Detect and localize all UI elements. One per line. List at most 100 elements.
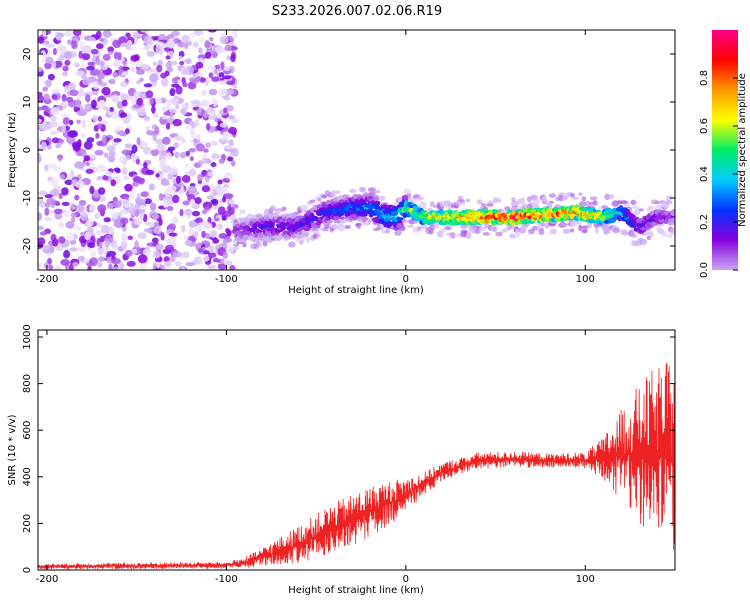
heatmap-halo-cell [480, 203, 487, 207]
heatmap-halo-cell [654, 204, 662, 211]
heatmap-noise-cell [101, 89, 110, 94]
heatmap-noise-cell [75, 181, 85, 188]
heatmap-noise-cell [167, 40, 176, 49]
colorbar: 0.0 0.2 0.4 0.6 0.8 Normalized spectral ampl… [699, 30, 748, 278]
snr-y-tick-label: 800 [22, 374, 33, 393]
heatmap-halo-cell [492, 197, 499, 204]
heatmap-halo-cell [486, 200, 495, 205]
heatmap-noise-cell [113, 59, 121, 68]
heatmap-signal-cell [333, 219, 341, 224]
heatmap-noise-cell [153, 113, 159, 119]
heatmap-noise-cell [131, 144, 138, 154]
heatmap-halo-cell [434, 221, 440, 228]
heatmap-noise-cell [202, 255, 210, 262]
heatmap-signal-cell [374, 201, 381, 205]
heatmap-noise-cell [93, 212, 101, 220]
colorbar-tick-label: 0.6 [699, 118, 710, 134]
spectrogram-y-tick-label: 0 [22, 147, 33, 153]
heatmap-noise-cell [208, 245, 214, 254]
spectrogram-x-tick-label: 0 [403, 274, 409, 285]
heatmap-noise-cell [121, 71, 129, 77]
heatmap-halo-cell [578, 201, 587, 207]
spectrogram-y-tick-label: 20 [22, 48, 33, 61]
heatmap-halo-cell [321, 194, 328, 199]
heatmap-halo-cell [306, 236, 310, 244]
heatmap-noise-cell [175, 261, 183, 267]
heatmap-noise-cell [102, 53, 111, 61]
heatmap-noise-cell [101, 224, 110, 234]
heatmap-noise-cell [219, 139, 229, 144]
heatmap-halo-cell [479, 226, 487, 232]
heatmap-noise-cell [179, 60, 185, 66]
heatmap-noise-cell [130, 55, 139, 62]
heatmap-halo-cell [509, 233, 516, 239]
heatmap-halo-cell [544, 222, 550, 229]
heatmap-noise-cell [97, 116, 103, 122]
heatmap-noise-cell [62, 117, 70, 125]
heatmap-noise-cell [74, 62, 80, 68]
heatmap-noise-cell [158, 218, 163, 226]
heatmap-halo-cell [511, 197, 516, 202]
heatmap-signal-cell [233, 239, 238, 246]
heatmap-noise-cell [180, 224, 186, 233]
heatmap-noise-cell [214, 46, 224, 55]
heatmap-noise-cell [38, 36, 45, 44]
heatmap-noise-cell [74, 225, 82, 231]
heatmap-noise-cell [182, 251, 190, 259]
heatmap-noise-cell [231, 118, 239, 124]
heatmap-halo-cell [531, 202, 540, 209]
heatmap-signal-cell [396, 217, 404, 221]
heatmap-noise-cell [49, 120, 59, 128]
heatmap-noise-cell [108, 78, 116, 85]
heatmap-noise-cell [54, 245, 64, 251]
heatmap-noise-cell [165, 152, 172, 160]
heatmap-noise-cell [48, 264, 54, 270]
heatmap-noise-cell [127, 112, 132, 122]
heatmap-halo-cell [301, 204, 309, 210]
heatmap-noise-cell [51, 94, 58, 100]
heatmap-noise-cell [73, 106, 81, 113]
heatmap-noise-cell [38, 153, 41, 163]
heatmap-halo-cell [624, 203, 630, 208]
heatmap-noise-cell [63, 51, 72, 60]
heatmap-noise-cell [120, 93, 129, 102]
heatmap-noise-cell [218, 233, 228, 239]
heatmap-halo-cell [541, 196, 548, 202]
heatmap-noise-cell [58, 236, 66, 244]
heatmap-noise-cell [207, 171, 213, 177]
heatmap-halo-cell [482, 232, 490, 236]
heatmap-noise-cell [167, 146, 176, 151]
snr-y-tick-label: 400 [22, 467, 33, 486]
heatmap-noise-cell [144, 35, 153, 45]
heatmap-noise-cell [92, 80, 100, 90]
heatmap-noise-cell [160, 181, 171, 186]
heatmap-noise-cell [156, 64, 163, 73]
heatmap-noise-cell [50, 115, 58, 122]
heatmap-noise-cell [165, 55, 171, 60]
heatmap-noise-cell [85, 168, 94, 174]
heatmap-noise-cell [115, 168, 121, 174]
heatmap-noise-cell [162, 136, 171, 145]
heatmap-noise-cell [124, 143, 133, 149]
heatmap-noise-cell [94, 149, 104, 156]
heatmap-noise-cell [178, 55, 183, 61]
heatmap-noise-cell [159, 158, 167, 167]
heatmap-halo-cell [465, 232, 472, 240]
heatmap-noise-cell [68, 264, 74, 270]
heatmap-noise-cell [45, 79, 52, 88]
colorbar-tick-label: 0.2 [699, 214, 710, 230]
heatmap-halo-cell [649, 231, 654, 238]
heatmap-noise-cell [97, 256, 106, 262]
heatmap-halo-cell [592, 200, 598, 206]
heatmap-noise-cell [63, 249, 71, 259]
heatmap-noise-cell [194, 218, 203, 223]
heatmap-noise-cell [159, 264, 166, 270]
snr-line-layer [38, 362, 675, 570]
heatmap-noise-cell [201, 221, 210, 226]
heatmap-noise-cell [126, 260, 136, 267]
heatmap-noise-cell [108, 150, 116, 157]
heatmap-noise-cell [155, 44, 163, 54]
heatmap-noise-cell [69, 247, 78, 252]
heatmap-noise-cell [119, 81, 128, 88]
